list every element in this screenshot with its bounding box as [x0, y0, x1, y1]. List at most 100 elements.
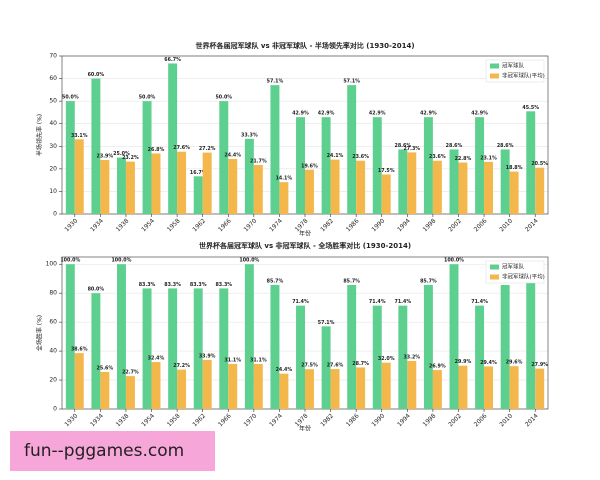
value-label: 18.8% [506, 165, 523, 171]
y-tick-label: 20 [49, 377, 57, 384]
y-tick-label: 70 [49, 53, 57, 60]
value-label: 50.0% [62, 95, 79, 101]
value-label: 80.0% [88, 287, 105, 293]
legend-box [485, 59, 545, 83]
bar [228, 158, 238, 214]
y-axis-label: 全场胜率 (%) [36, 315, 44, 351]
value-label: 29.4% [480, 360, 497, 366]
y-tick-label: 60 [49, 75, 57, 82]
value-label: 50.0% [139, 95, 156, 101]
x-axis-label: 年份 [299, 230, 311, 238]
y-tick-label: 20 [49, 165, 57, 172]
bar [432, 160, 442, 214]
bar [407, 360, 417, 409]
value-label: 27.5% [301, 363, 318, 369]
bar [125, 376, 135, 409]
bar [484, 161, 494, 214]
legend-swatch [490, 73, 499, 79]
bar [330, 159, 340, 214]
bar [526, 111, 536, 214]
bar [100, 371, 110, 409]
charts: 世界杯各届冠军球队 vs 非冠军球队 - 半场领先率对比 (1930-2014)… [36, 41, 549, 433]
bar [168, 288, 178, 409]
value-label: 71.4% [292, 299, 309, 305]
legend-swatch [490, 264, 499, 270]
bar [475, 117, 485, 214]
bar [142, 288, 152, 409]
y-tick-label: 40 [49, 120, 57, 127]
bar [321, 326, 331, 409]
value-label: 71.4% [395, 299, 412, 305]
value-label: 27.2% [173, 363, 190, 369]
bar [372, 117, 382, 214]
value-label: 28.6% [497, 143, 514, 149]
value-label: 60.0% [88, 72, 105, 78]
value-label: 50.0% [215, 95, 232, 101]
value-label: 83.3% [164, 282, 181, 288]
bar [356, 160, 366, 214]
bar [381, 174, 391, 214]
value-label: 38.6% [71, 347, 88, 353]
value-label: 20.5% [531, 161, 548, 167]
value-label: 22.8% [455, 156, 472, 162]
value-label: 33.2% [403, 354, 420, 360]
value-label: 100.0% [239, 258, 259, 264]
bar [449, 149, 459, 214]
bar [347, 284, 357, 409]
value-label: 21.7% [250, 159, 267, 165]
value-label: 100.0% [111, 258, 131, 264]
value-label: 16.7% [190, 170, 207, 176]
value-label: 57.1% [343, 79, 360, 85]
bar [423, 284, 433, 409]
bar [296, 117, 305, 214]
bar [116, 157, 126, 214]
value-label: 26.8% [148, 147, 165, 153]
bar [219, 288, 229, 409]
bar [398, 149, 408, 214]
legend-label: 非冠军球队(平均) [502, 72, 545, 80]
bar [535, 368, 545, 409]
value-label: 27.3% [403, 146, 420, 152]
bar [526, 277, 536, 409]
bar [330, 369, 340, 409]
y-tick-label: 60 [49, 319, 57, 326]
bar [74, 139, 84, 214]
bar [509, 366, 519, 409]
value-label: 25.0% [113, 151, 130, 157]
value-label: 17.5% [378, 168, 395, 174]
value-label: 33.3% [241, 132, 258, 138]
value-label: 71.4% [471, 299, 488, 305]
value-label: 31.1% [250, 357, 267, 363]
bar [279, 373, 289, 409]
bar [270, 284, 280, 409]
bar [202, 152, 212, 214]
bar [407, 152, 417, 214]
bar [65, 101, 75, 214]
bar [509, 171, 519, 214]
bar [432, 370, 442, 409]
bar [321, 117, 331, 214]
watermark-box [10, 431, 215, 471]
bar [219, 101, 229, 214]
chart-title: 世界杯各届冠军球队 vs 非冠军球队 - 全场胜率对比 (1930-2014) [199, 241, 411, 250]
bar [279, 182, 289, 214]
bar [449, 264, 459, 409]
bar [296, 305, 305, 409]
bar [65, 264, 75, 409]
value-label: 85.7% [420, 278, 437, 284]
value-label: 45.5% [522, 105, 539, 111]
value-label: 42.9% [292, 111, 309, 117]
chart: 世界杯各届冠军球队 vs 非冠军球队 - 全场胜率对比 (1930-2014) 0… [36, 241, 549, 433]
bar [74, 353, 84, 409]
bar [193, 288, 203, 409]
bar [500, 284, 510, 409]
bar [305, 369, 314, 409]
legend-box [485, 260, 545, 284]
value-label: 83.3% [190, 282, 207, 288]
legend-swatch [490, 274, 499, 280]
value-label: 25.6% [97, 365, 114, 371]
legend-label: 冠军球队 [502, 62, 525, 70]
bar [347, 85, 357, 214]
value-label: 83.3% [139, 282, 156, 288]
